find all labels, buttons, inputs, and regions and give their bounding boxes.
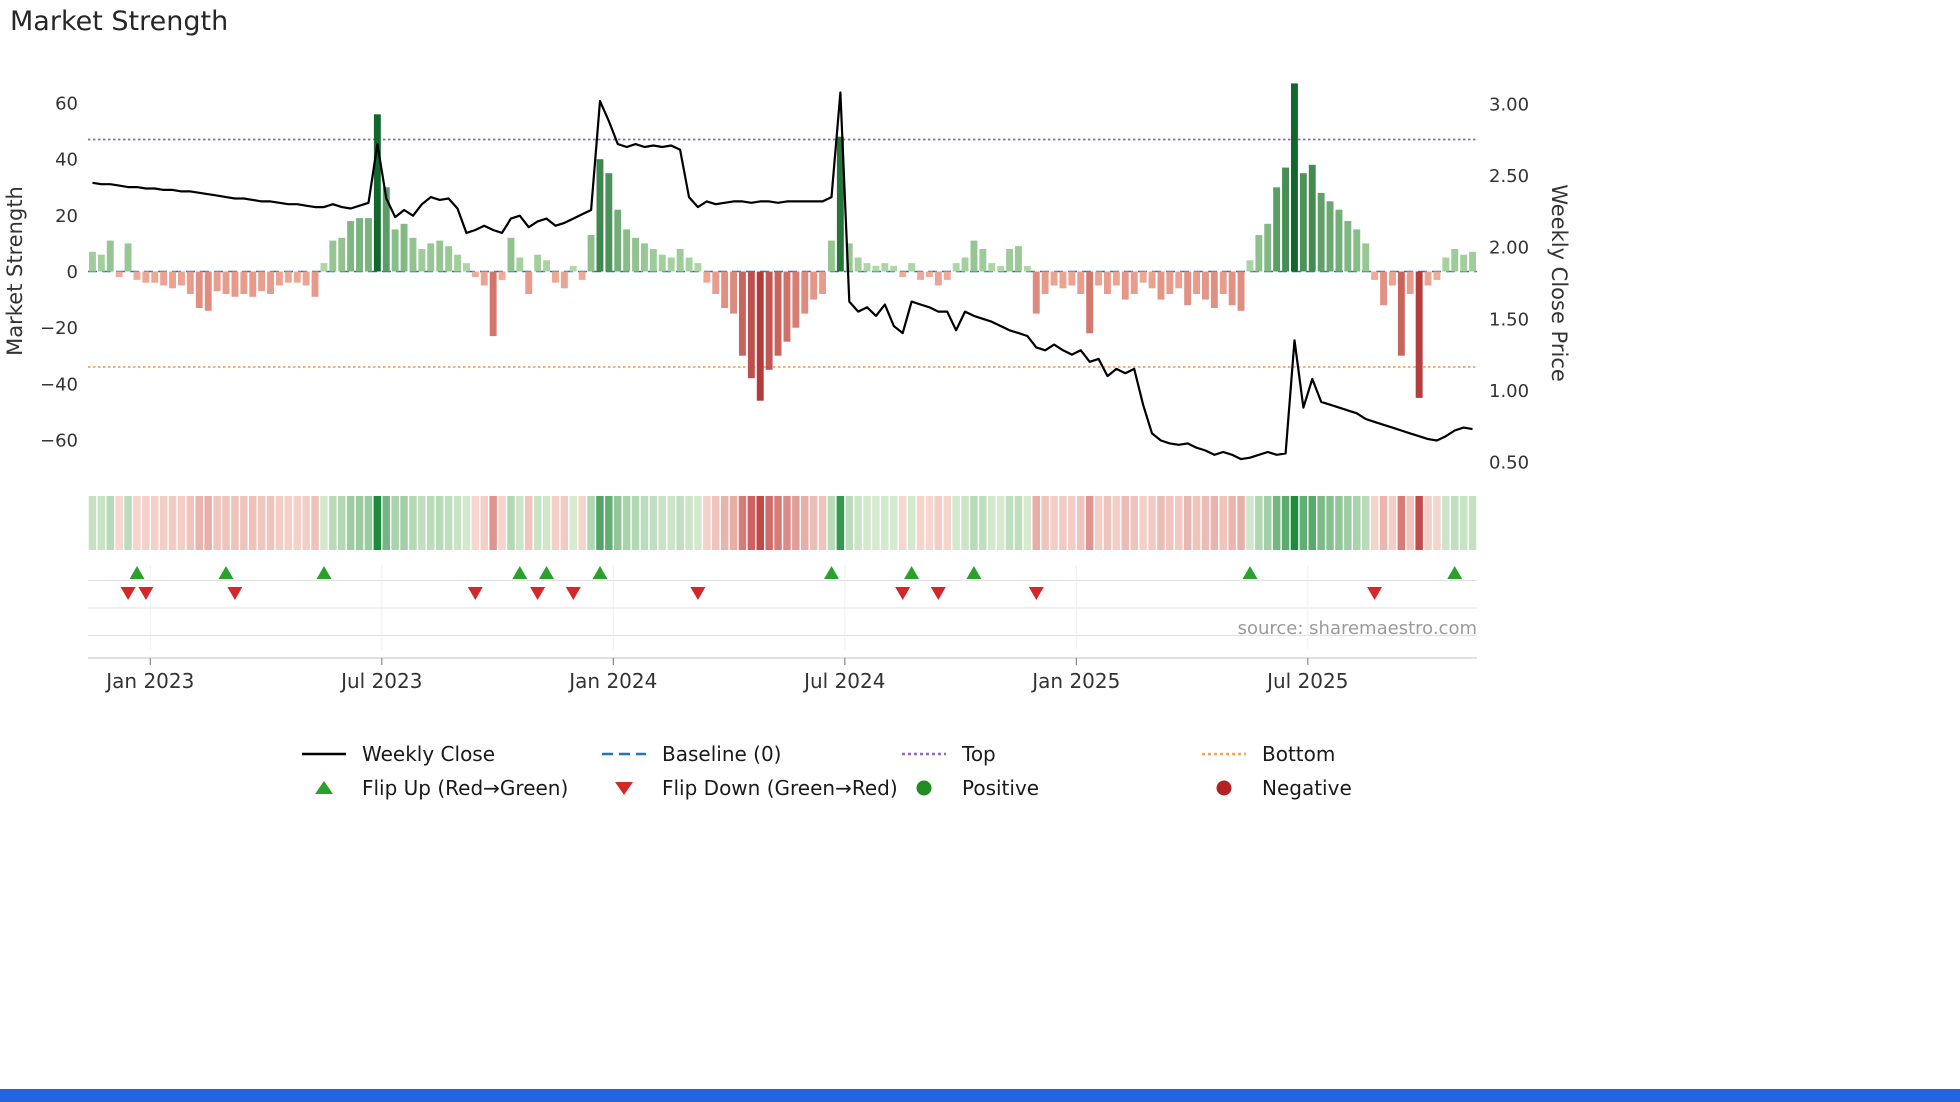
svg-text:Jul 2025: Jul 2025 (1265, 669, 1348, 693)
right-axis-title: Weekly Close Price (1547, 184, 1571, 382)
flip-up-marker (824, 566, 839, 579)
strength-bars (89, 83, 1476, 401)
flip-down-triangle-icon (600, 778, 648, 798)
svg-text:1.00: 1.00 (1489, 381, 1529, 402)
axis-ticks: 60 40 20 0 −20 −40 −60 3.00 2.50 2.00 1.50 1.00 0.50… (40, 94, 1529, 694)
flip-up-marker (129, 566, 145, 579)
legend-item-top: Top (900, 742, 1200, 766)
legend-label: Flip Up (Red→Green) (362, 776, 569, 800)
plot-area: 60 40 20 0 −20 −40 −60 3.00 2.50 2.00 1.50 1.00 0.50… (40, 83, 1529, 693)
flip-up-marker (1242, 566, 1258, 579)
svg-text:Jan 2023: Jan 2023 (104, 669, 194, 693)
svg-text:Jul 2023: Jul 2023 (339, 669, 422, 693)
flip-up-marker (904, 566, 920, 579)
flip-down-marker (530, 587, 546, 600)
legend-item-flip-up: Flip Up (Red→Green) (300, 776, 600, 800)
legend-item-baseline: Baseline (0) (600, 742, 900, 766)
flip-down-marker (565, 587, 581, 600)
flip-down-marker (1367, 587, 1383, 600)
svg-text:2.50: 2.50 (1489, 166, 1529, 187)
svg-text:60: 60 (55, 94, 78, 115)
svg-text:Jan 2025: Jan 2025 (1030, 669, 1120, 693)
svg-text:1.50: 1.50 (1489, 309, 1529, 330)
flip-down-marker (690, 587, 706, 600)
baseline-dash-icon (600, 744, 648, 764)
source-text: source: sharemaestro.com (1238, 618, 1477, 639)
flip-up-marker (512, 566, 528, 579)
flip-up-triangle-icon (300, 778, 348, 798)
legend-item-weekly-close: Weekly Close (300, 742, 600, 766)
flip-down-marker (227, 587, 243, 600)
legend-label: Positive (962, 776, 1040, 800)
top-dotted-icon (900, 744, 948, 764)
flip-down-marker (1028, 587, 1044, 600)
chart-legend: Weekly Close Baseline (0) Top Bottom (300, 737, 1600, 805)
negative-circle-icon (1200, 778, 1248, 798)
marker-gridlines (88, 565, 1477, 650)
flip-down-marker (895, 587, 911, 600)
flip-down-marker (930, 587, 946, 600)
bottom-blue-bar (0, 1089, 1960, 1102)
legend-label: Bottom (1262, 742, 1336, 766)
svg-text:Jul 2024: Jul 2024 (802, 669, 885, 693)
flip-up-marker (966, 566, 982, 579)
flip-up-marker (592, 566, 608, 579)
flip-up-marker (539, 566, 554, 579)
svg-text:−40: −40 (40, 374, 78, 395)
flip-markers (120, 566, 1463, 600)
flip-up-marker (316, 566, 332, 579)
flip-down-marker (467, 587, 483, 600)
flip-up-marker (1447, 566, 1463, 579)
svg-text:0.50: 0.50 (1489, 453, 1529, 474)
weekly-close-line (92, 91, 1473, 461)
legend-item-bottom: Bottom (1200, 742, 1500, 766)
legend-item-positive: Positive (900, 776, 1200, 800)
legend-label: Negative (1262, 776, 1352, 800)
legend-label: Top (962, 742, 996, 766)
left-axis-title: Market Strength (3, 186, 27, 356)
heatmap-strip (88, 496, 1477, 550)
svg-text:0: 0 (67, 262, 78, 283)
market-strength-chart: Market Strength Weekly Close Price sourc… (3, 83, 1571, 693)
svg-text:Jan 2024: Jan 2024 (567, 669, 657, 693)
weekly-close-line-icon (300, 744, 348, 764)
svg-text:20: 20 (55, 206, 78, 227)
page-title: Market Strength (10, 6, 229, 37)
flip-down-marker (138, 587, 154, 600)
svg-text:40: 40 (55, 150, 78, 171)
svg-text:2.00: 2.00 (1489, 238, 1529, 259)
positive-circle-icon (900, 778, 948, 798)
svg-text:−60: −60 (40, 431, 78, 452)
flip-up-marker (218, 566, 234, 579)
legend-label: Weekly Close (362, 742, 496, 766)
legend-item-negative: Negative (1200, 776, 1500, 800)
legend-row-2: Flip Up (Red→Green) Flip Down (Green→Red… (300, 771, 1600, 805)
svg-text:−20: −20 (40, 318, 78, 339)
legend-label: Baseline (0) (662, 742, 782, 766)
legend-row-1: Weekly Close Baseline (0) Top Bottom (300, 737, 1600, 771)
legend-item-flip-down: Flip Down (Green→Red) (600, 776, 900, 800)
bottom-dotted-icon (1200, 744, 1248, 764)
flip-down-marker (120, 587, 136, 600)
svg-text:3.00: 3.00 (1489, 95, 1529, 116)
legend-label: Flip Down (Green→Red) (662, 776, 898, 800)
